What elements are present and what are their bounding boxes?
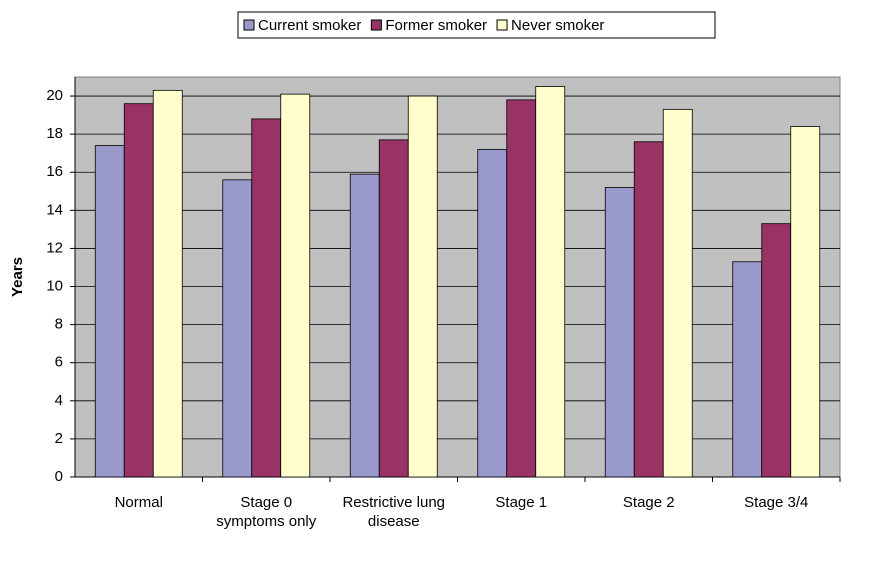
bar [662,108,693,478]
y-tick-label: 8 [55,316,63,333]
bar [280,93,311,478]
legend-label: Former smoker [385,17,487,34]
x-tick-label: Stage 3/4 [744,494,809,511]
bar [477,148,508,478]
bar [94,145,125,478]
bar [123,103,154,478]
legend-label: Current smoker [258,17,361,34]
bar [633,141,664,478]
legend-swatch [496,19,508,31]
bar [761,223,792,478]
bar [349,173,380,478]
bar [222,179,253,478]
bar [152,89,183,478]
y-tick-label: 0 [55,468,63,485]
y-tick-label: 18 [46,125,63,142]
bar [407,95,438,478]
x-tick-label: Stage 0 symptoms only [216,494,317,530]
y-tick-label: 4 [55,392,63,409]
legend-swatch [370,19,382,31]
legend-label: Never smoker [511,17,604,34]
bar [251,118,282,478]
bar [790,126,821,478]
x-tick-label: Stage 1 [495,494,548,511]
legend [237,11,716,39]
bar [506,99,537,478]
y-tick-label: 6 [55,354,63,371]
y-tick-label: 20 [46,87,63,104]
y-tick-label: 14 [46,201,63,218]
x-tick-label: Normal [114,494,163,511]
bar [378,139,409,478]
x-tick-label: Stage 2 [622,494,675,511]
y-axis-label: Years [9,257,26,297]
bar [535,86,566,478]
bar [732,261,763,478]
bar [604,187,635,478]
y-tick-label: 16 [46,163,63,180]
y-tick-label: 12 [46,239,63,256]
x-tick-label: Restrictive lung disease [342,494,446,530]
legend-swatch [243,19,255,31]
plot-area [74,76,841,478]
y-tick-label: 10 [46,277,63,294]
y-tick-label: 2 [55,430,63,447]
